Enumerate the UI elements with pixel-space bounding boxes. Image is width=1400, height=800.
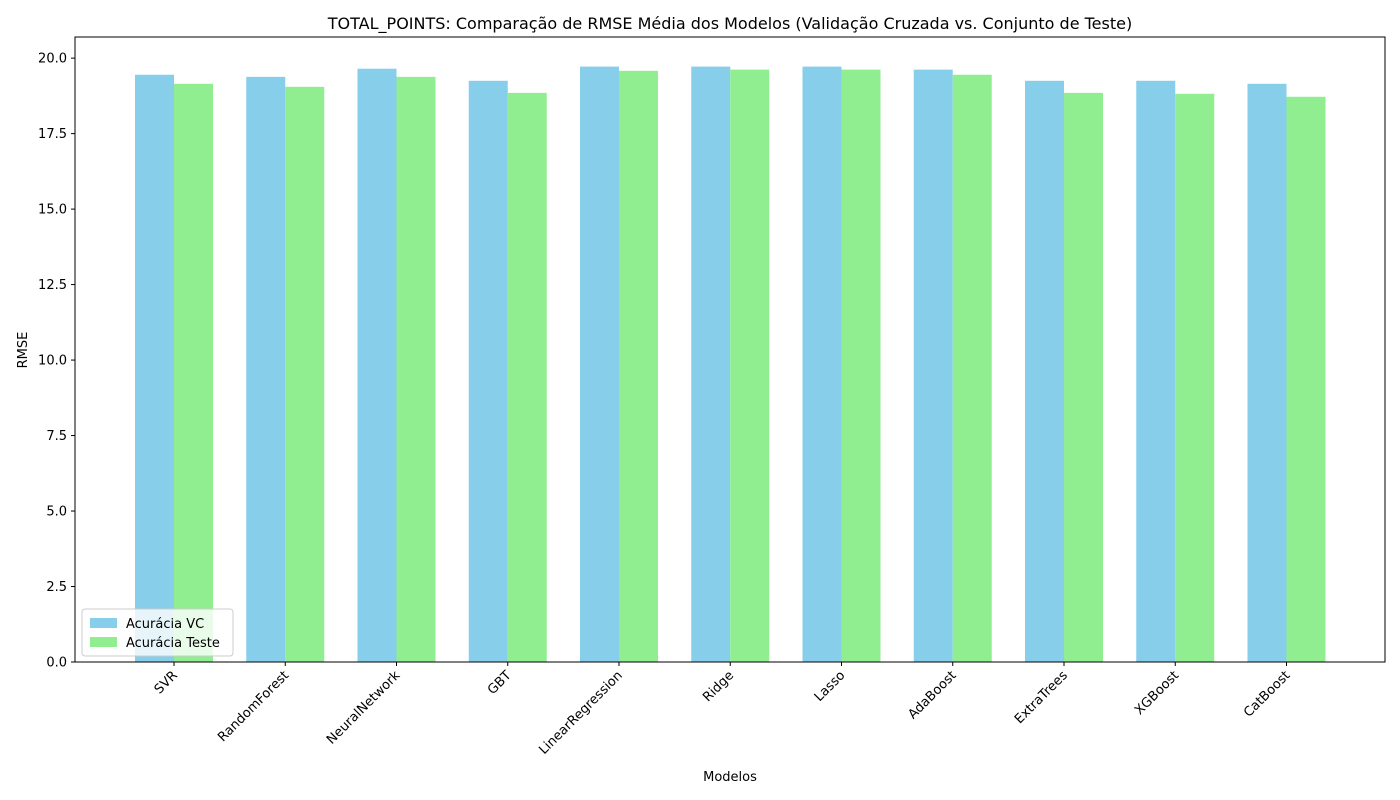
bar bbox=[619, 70, 658, 663]
bar bbox=[507, 92, 547, 663]
x-tick-label: AdaBoost bbox=[905, 668, 959, 722]
bar bbox=[1025, 80, 1064, 662]
bar bbox=[1286, 96, 1326, 663]
x-tick-label: XGBoost bbox=[1132, 668, 1182, 718]
bar bbox=[285, 86, 325, 662]
chart-title: TOTAL_POINTS: Comparação de RMSE Média d… bbox=[327, 14, 1132, 34]
legend-label: Acurácia Teste bbox=[126, 636, 220, 651]
bar bbox=[913, 69, 953, 662]
y-tick-label: 2.5 bbox=[46, 580, 67, 595]
bar bbox=[691, 66, 731, 663]
x-tick-label: RandomForest bbox=[215, 668, 292, 745]
x-tick-label: Lasso bbox=[812, 668, 849, 705]
bar bbox=[1247, 83, 1287, 663]
bar bbox=[730, 69, 770, 662]
y-tick-label: 10.0 bbox=[38, 354, 67, 369]
y-tick-label: 15.0 bbox=[38, 203, 67, 218]
legend-label: Acurácia VC bbox=[126, 617, 204, 632]
bar bbox=[1064, 92, 1103, 663]
bar bbox=[1175, 93, 1215, 662]
bar bbox=[580, 66, 619, 663]
legend-swatch bbox=[90, 618, 117, 628]
y-tick-label: 5.0 bbox=[46, 505, 67, 520]
x-axis-label: Modelos bbox=[703, 770, 757, 785]
y-tick-label: 12.5 bbox=[38, 278, 67, 293]
legend-swatch bbox=[90, 637, 117, 647]
bar bbox=[1136, 80, 1176, 662]
y-axis-label: RMSE bbox=[16, 332, 31, 369]
x-tick-label: GBT bbox=[485, 668, 515, 698]
bar bbox=[174, 83, 213, 663]
plot-frame bbox=[74, 36, 1386, 663]
x-tick-label: LinearRegression bbox=[536, 668, 625, 757]
x-tick-label: SVR bbox=[152, 668, 181, 697]
bar bbox=[468, 80, 508, 662]
x-tick-label: NeuralNetwork bbox=[324, 668, 404, 748]
x-tick-label: Ridge bbox=[700, 668, 737, 705]
y-tick-label: 20.0 bbox=[38, 52, 67, 67]
bar bbox=[841, 69, 881, 662]
bar bbox=[246, 76, 286, 662]
legend-box bbox=[81, 608, 234, 657]
legend: Acurácia VC Acurácia Teste bbox=[81, 608, 234, 657]
x-tick-label: ExtraTrees bbox=[1012, 668, 1071, 727]
bar bbox=[952, 74, 992, 662]
bar bbox=[396, 76, 436, 662]
bar bbox=[357, 68, 397, 663]
bar bbox=[802, 66, 842, 663]
y-tick-label: 17.5 bbox=[38, 127, 67, 142]
bar bbox=[135, 74, 174, 662]
y-tick-label: 7.5 bbox=[46, 429, 67, 444]
y-tick-label: 0.0 bbox=[46, 656, 67, 671]
x-tick-label: CatBoost bbox=[1241, 668, 1293, 720]
